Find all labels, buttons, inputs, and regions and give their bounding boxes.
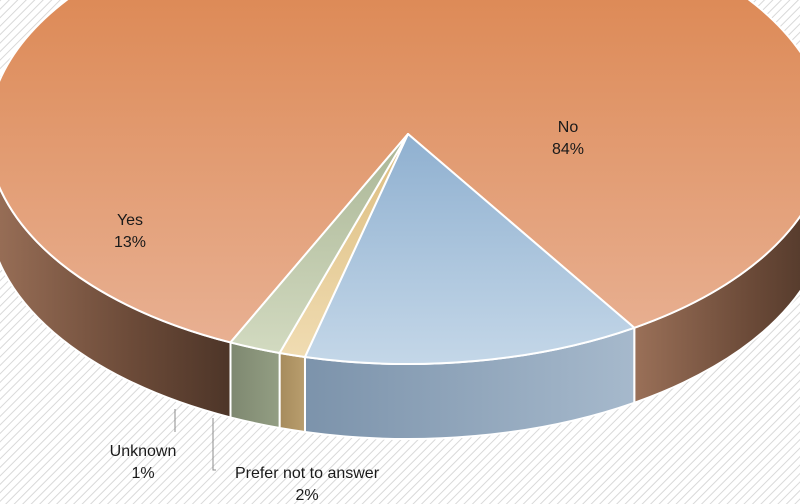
pie-tops-layer (0, 0, 800, 365)
slice-label-name-yes: Yes (117, 212, 143, 229)
leader-line-prefer-not-to-answer (212, 418, 216, 471)
slice-label-percent-yes: 13% (114, 234, 146, 251)
pie-side-prefer-not-to-answer (229, 341, 281, 430)
slice-label-name-prefer-not-to-answer: Prefer not to answer (235, 465, 380, 482)
slice-label-percent-prefer-not-to-answer: 2% (295, 487, 318, 504)
slice-label-yes: Yes 13% (114, 212, 146, 251)
slice-label-percent-no: 84% (552, 141, 584, 158)
pie-slice-yes (303, 133, 636, 365)
slice-label-percent-unknown: 1% (131, 465, 154, 482)
slice-label-name-no: No (558, 119, 579, 136)
slice-label-unknown: Unknown 1% (110, 443, 177, 482)
slice-labels-layer: No 84% Yes 13% Unknown 1% Prefer not to answer… (110, 119, 584, 504)
slice-label-prefer-not-to-answer: Prefer not to answer 2% (235, 465, 380, 504)
pie-slice-no (0, 0, 800, 344)
leader-lines-layer (174, 409, 216, 471)
slice-label-no: No 84% (552, 119, 584, 158)
pie-slice-prefer-not-to-answer (229, 133, 409, 354)
pie-side-unknown (278, 351, 306, 434)
slice-label-name-unknown: Unknown (110, 443, 177, 460)
